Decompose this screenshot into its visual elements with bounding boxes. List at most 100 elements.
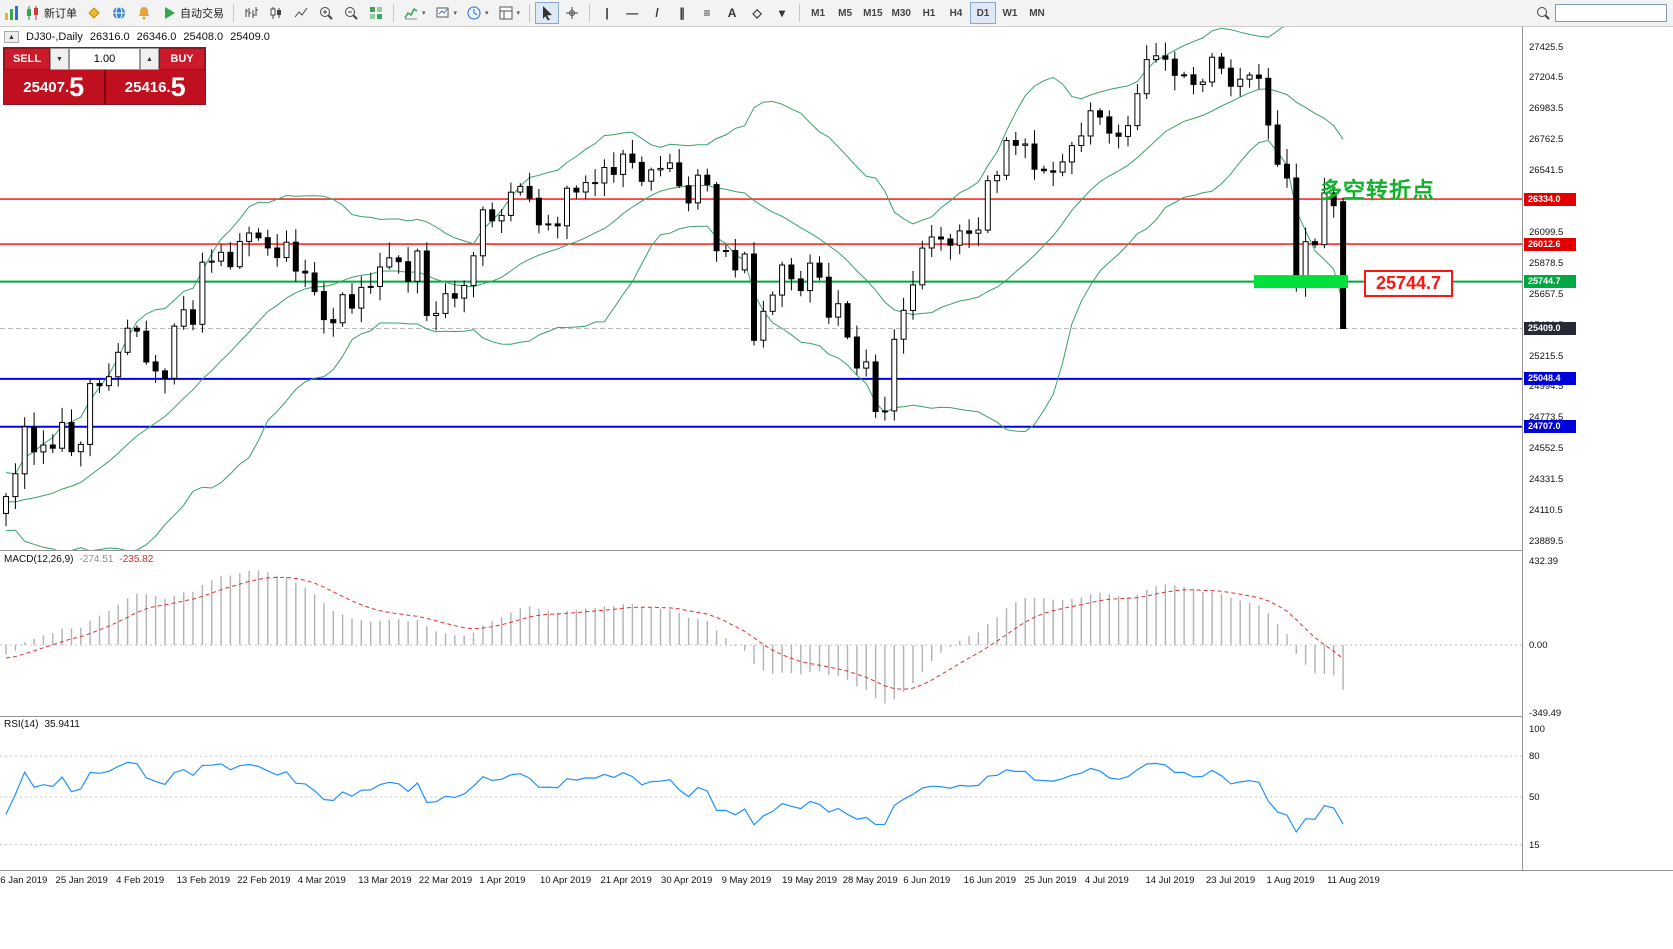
volume-down-button[interactable]: ▼ (50, 48, 69, 70)
play-icon (161, 5, 177, 21)
axis-tick-label: 25878.5 (1529, 257, 1564, 269)
buy-price-pip: 5 (170, 71, 186, 102)
rsi-value: 35.9411 (44, 719, 80, 730)
axis-tick-label: 26762.5 (1529, 134, 1564, 146)
turning-point-annotation: 多空转折点 (1320, 178, 1436, 203)
autotrading-button-label: 自动交易 (180, 8, 224, 20)
date-axis-label: 13 Feb 2019 (176, 875, 230, 886)
trendline-button-glyph: / (655, 6, 659, 20)
alert-icon-button[interactable] (132, 2, 156, 24)
rsi-panel-separator (0, 716, 1673, 717)
toolbar-buttons: 新订单 自动交易 ▾ ▾ ▾ ▾ | — / ∥ ≡ A ◇ ▾ M1 M5 M15 M30 H1 H4 D1 W1 MN (4, 2, 1050, 24)
timeframe-m1-button[interactable]: M1 (805, 2, 831, 24)
volume-up-button[interactable]: ▲ (140, 48, 159, 70)
period-selector-button[interactable]: ▾ (462, 2, 493, 24)
horizontal-line-button-glyph: — (626, 6, 639, 20)
arrow-label-button-glyph: ◇ (752, 6, 762, 20)
toolbar-separator (393, 4, 394, 22)
chevron-down-icon: ▾ (516, 10, 521, 17)
trendline-button[interactable]: / (645, 2, 669, 24)
buy-price[interactable]: 25416. 5 (105, 70, 205, 104)
new-chart-button[interactable]: ▾ (431, 2, 462, 24)
cursor-button[interactable] (535, 2, 560, 24)
new-order-button-label: 新订单 (44, 8, 77, 20)
buy-button[interactable]: BUY (159, 48, 205, 70)
zoom-in-icon (318, 5, 334, 21)
price-chart[interactable] (0, 27, 1522, 550)
date-axis-label: 30 Apr 2019 (661, 875, 713, 886)
timeframe-mn-button[interactable]: MN (1024, 2, 1050, 24)
date-axis-label: 1 Aug 2019 (1266, 875, 1315, 886)
text-button[interactable]: A (720, 2, 744, 24)
search-input[interactable] (1555, 4, 1667, 22)
collapse-chart-button[interactable]: ▲ (4, 31, 19, 43)
bar-chart-type-button[interactable] (239, 2, 263, 24)
rsi-panel[interactable] (0, 716, 1522, 870)
macd-label: MACD(12,26,9) (4, 554, 74, 565)
candles2-icon (268, 5, 284, 21)
crosshair-icon (564, 5, 580, 21)
globe-icon (111, 5, 127, 21)
price-level-badge: 25409.0 (1524, 322, 1576, 335)
date-axis-label: 23 Jul 2019 (1206, 875, 1256, 886)
toolbar-separator (589, 4, 591, 22)
tile-windows-button[interactable] (364, 2, 388, 24)
trade-controls-row: SELL ▼ ▲ BUY (4, 48, 205, 70)
time-axis: 16 Jan 2019 25 Jan 2019 4 Feb 2019 13 Feb 2… (0, 870, 1673, 890)
timeframe-m5-button[interactable]: M5 (832, 2, 858, 24)
sell-button[interactable]: SELL (4, 48, 50, 70)
axis-tick-label: 24773.5 (1529, 412, 1564, 424)
line-chart-type-button[interactable] (289, 2, 313, 24)
date-axis-label: 6 Jun 2019 (903, 875, 951, 886)
key-level-price-label: 25744.7 (1364, 270, 1454, 297)
axis-tick-label: -349.49 (1529, 707, 1562, 719)
template-button[interactable]: ▾ (494, 2, 525, 24)
grid-icon (368, 5, 384, 21)
crosshair-button[interactable] (560, 2, 584, 24)
channel-button[interactable]: ∥ (670, 2, 694, 24)
toolbar: 新订单 自动交易 ▾ ▾ ▾ ▾ | — / ∥ ≡ A ◇ ▾ M1 M5 M15 M30 H1 H4 D1 W1 MN (0, 0, 1673, 27)
toolbar-separator (799, 4, 801, 22)
cursor-icon (539, 5, 555, 21)
axis-tick-label: 23889.5 (1529, 536, 1564, 547)
rsi-label: RSI(14) (4, 719, 39, 730)
timeframe-h1-button[interactable]: H1 (916, 2, 942, 24)
timeframe-d1-button[interactable]: D1 (969, 2, 996, 24)
new-order-button[interactable]: 新订单 (21, 2, 81, 24)
date-axis-label: 4 Mar 2019 (297, 875, 346, 886)
buy-price-main: 25416. (124, 78, 171, 96)
timeframe-w1-button[interactable]: W1 (997, 2, 1023, 24)
macd-panel[interactable] (0, 550, 1522, 716)
trade-prices-row: 25407. 5 25416. 5 (4, 70, 205, 104)
axis-tick-label: 26541.5 (1529, 165, 1564, 177)
zoom-out-button[interactable] (339, 2, 363, 24)
fibonacci-button-glyph: ≡ (703, 6, 711, 20)
diamond-icon (86, 5, 102, 21)
arrow-label-button[interactable]: ◇ (745, 2, 769, 24)
zoom-out-icon (343, 5, 359, 21)
app-icon (4, 5, 20, 21)
objects-dropdown-button[interactable]: ▾ (770, 2, 794, 24)
price-level-badge: 25048.4 (1524, 372, 1576, 386)
price-level-badge: 25744.7 (1524, 275, 1576, 289)
community-icon-button[interactable] (107, 2, 131, 24)
timeframe-h4-button[interactable]: H4 (943, 2, 969, 24)
timeframe-m30-button[interactable]: M30 (888, 2, 915, 24)
axis-tick-label: 100 (1529, 724, 1545, 735)
timeframe-m15-button[interactable]: M15 (859, 2, 886, 24)
date-axis-label: 22 Mar 2019 (418, 875, 473, 886)
volume-input[interactable] (69, 48, 140, 70)
fibonacci-button[interactable]: ≡ (695, 2, 719, 24)
sell-price[interactable]: 25407. 5 (4, 70, 104, 104)
profile-icon-button[interactable] (82, 2, 106, 24)
horizontal-line-button[interactable]: — (620, 2, 644, 24)
zoom-in-button[interactable] (314, 2, 338, 24)
date-axis-label: 16 Jan 2019 (0, 875, 48, 886)
indicators-button[interactable]: ▾ (399, 2, 430, 24)
autotrading-button[interactable]: 自动交易 (157, 2, 228, 24)
symbol-search (1535, 4, 1669, 22)
vertical-line-button[interactable]: | (595, 2, 619, 24)
indicator-icon (403, 5, 419, 21)
candlestick-chart-type-button[interactable] (264, 2, 288, 24)
